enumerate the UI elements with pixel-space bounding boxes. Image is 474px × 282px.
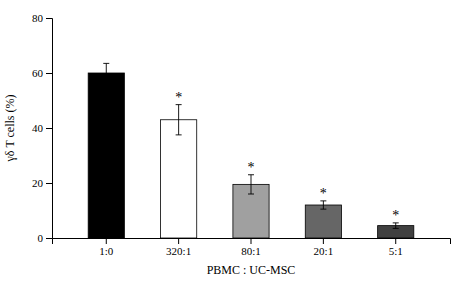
x-tick-label: 1:0 bbox=[99, 245, 114, 257]
significance-star: * bbox=[175, 90, 182, 105]
x-tick-label: 320:1 bbox=[166, 245, 191, 257]
x-tick-label: 20:1 bbox=[314, 245, 334, 257]
y-tick-mark bbox=[46, 183, 52, 184]
y-tick-label: 20 bbox=[32, 177, 44, 189]
error-bar bbox=[320, 201, 326, 209]
x-tick-mark bbox=[395, 238, 396, 244]
x-tick-label: 5:1 bbox=[389, 245, 403, 257]
x-tick: 5:1 bbox=[389, 238, 403, 257]
bar bbox=[88, 73, 124, 238]
x-tick: 1:0 bbox=[99, 238, 114, 257]
y-tick: 60 bbox=[32, 67, 52, 79]
y-tick: 80 bbox=[32, 12, 52, 24]
x-axis-title: PBMC : UC-MSC bbox=[207, 263, 296, 277]
y-tick-label: 40 bbox=[32, 122, 44, 134]
chart: * * * * 1:0 320:1 80:1 20:1 5:1 0 20 40 60 80 PBMC : U… bbox=[0, 0, 474, 282]
y-tick-mark bbox=[46, 18, 52, 19]
significance-star: * bbox=[320, 186, 327, 201]
x-tick: 20:1 bbox=[314, 238, 334, 257]
bar bbox=[161, 120, 197, 238]
plot: * * * * 1:0 320:1 80:1 20:1 5:1 0 20 40 60 80 bbox=[32, 12, 451, 257]
error-bar bbox=[393, 223, 399, 229]
y-tick: 20 bbox=[32, 177, 52, 189]
y-tick-mark bbox=[46, 73, 52, 74]
y-tick-mark bbox=[46, 128, 52, 129]
significance-star: * bbox=[392, 208, 399, 223]
x-axis-line bbox=[53, 239, 451, 245]
bar bbox=[305, 205, 341, 238]
y-tick-label: 80 bbox=[32, 12, 44, 24]
error-bar bbox=[248, 175, 254, 194]
error-bar bbox=[176, 105, 182, 135]
significance-star: * bbox=[248, 160, 255, 175]
annotations: * * * * bbox=[175, 90, 399, 223]
x-tick: 320:1 bbox=[166, 238, 191, 257]
x-tick-mark bbox=[323, 238, 324, 244]
y-axis: 0 20 40 60 80 bbox=[32, 12, 53, 244]
x-axis: 1:0 320:1 80:1 20:1 5:1 bbox=[53, 238, 451, 257]
y-axis-title: γδ T cells (%) bbox=[3, 94, 17, 162]
y-axis-line bbox=[46, 19, 53, 239]
x-tick-mark bbox=[106, 238, 107, 244]
x-tick-mark bbox=[178, 238, 179, 244]
x-tick-label: 80:1 bbox=[241, 245, 261, 257]
marks bbox=[88, 63, 414, 238]
error-bar bbox=[103, 63, 109, 82]
y-tick-label: 60 bbox=[32, 67, 44, 79]
y-tick-mark bbox=[46, 238, 52, 239]
y-tick: 40 bbox=[32, 122, 52, 134]
x-tick: 80:1 bbox=[241, 238, 261, 257]
y-tick-label: 0 bbox=[38, 232, 44, 244]
x-tick-mark bbox=[251, 238, 252, 244]
y-tick: 0 bbox=[38, 232, 53, 244]
